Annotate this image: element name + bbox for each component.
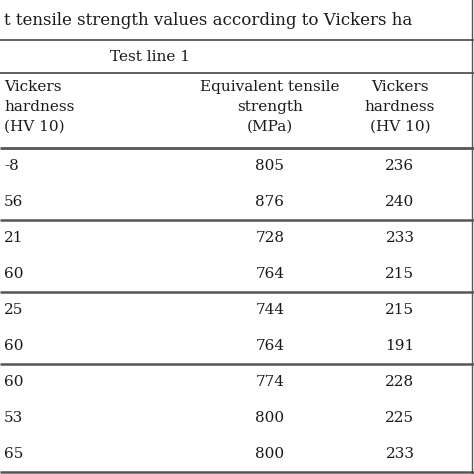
Text: 25: 25 (4, 303, 23, 317)
Text: 60: 60 (4, 375, 24, 389)
Text: hardness: hardness (4, 100, 74, 114)
Text: 65: 65 (4, 447, 23, 461)
Text: 215: 215 (385, 303, 415, 317)
Text: Vickers: Vickers (4, 80, 62, 94)
Text: Test line 1: Test line 1 (110, 50, 190, 64)
Text: 225: 225 (385, 411, 415, 425)
Text: 21: 21 (4, 231, 24, 245)
Text: 744: 744 (255, 303, 284, 317)
Text: 53: 53 (4, 411, 23, 425)
Text: 764: 764 (255, 267, 284, 281)
Text: -8: -8 (4, 159, 19, 173)
Text: 228: 228 (385, 375, 415, 389)
Text: 800: 800 (255, 447, 284, 461)
Text: (MPa): (MPa) (247, 120, 293, 134)
Text: 215: 215 (385, 267, 415, 281)
Text: (HV 10): (HV 10) (370, 120, 430, 134)
Text: 236: 236 (385, 159, 415, 173)
Text: 774: 774 (255, 375, 284, 389)
Text: Vickers: Vickers (371, 80, 429, 94)
Text: 56: 56 (4, 195, 23, 209)
Text: 240: 240 (385, 195, 415, 209)
Text: 60: 60 (4, 339, 24, 353)
Text: 805: 805 (255, 159, 284, 173)
Text: 191: 191 (385, 339, 415, 353)
Text: t tensile strength values according to Vickers ha: t tensile strength values according to V… (4, 11, 412, 28)
Text: (HV 10): (HV 10) (4, 120, 64, 134)
Text: 876: 876 (255, 195, 284, 209)
Text: 728: 728 (255, 231, 284, 245)
Text: 60: 60 (4, 267, 24, 281)
Text: Equivalent tensile: Equivalent tensile (200, 80, 340, 94)
Text: 764: 764 (255, 339, 284, 353)
Text: 233: 233 (385, 231, 414, 245)
Text: hardness: hardness (365, 100, 435, 114)
Text: strength: strength (237, 100, 303, 114)
Text: 800: 800 (255, 411, 284, 425)
Text: 233: 233 (385, 447, 414, 461)
